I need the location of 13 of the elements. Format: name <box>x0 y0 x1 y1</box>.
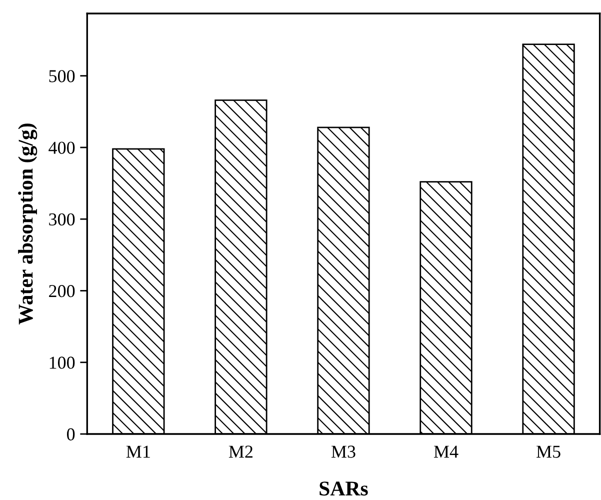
y-tick-label: 400 <box>48 142 75 154</box>
y-tick-label: 200 <box>49 284 75 298</box>
x-tick-label: M5 <box>536 446 560 458</box>
y-axis-title: Water absorption (g/g) <box>18 124 38 325</box>
x-tick-label: M3 <box>331 446 356 458</box>
y-tick-label: 300 <box>49 213 75 226</box>
y-tick-label: 0 <box>67 428 75 440</box>
x-tick-label: M1 <box>126 446 150 458</box>
y-tick-label: 500 <box>49 70 75 82</box>
y-tick-label: 100 <box>50 356 75 369</box>
x-tick-label: M4 <box>434 446 458 458</box>
x-tick-label: M2 <box>228 446 252 458</box>
x-axis-title: SARs <box>320 482 368 496</box>
